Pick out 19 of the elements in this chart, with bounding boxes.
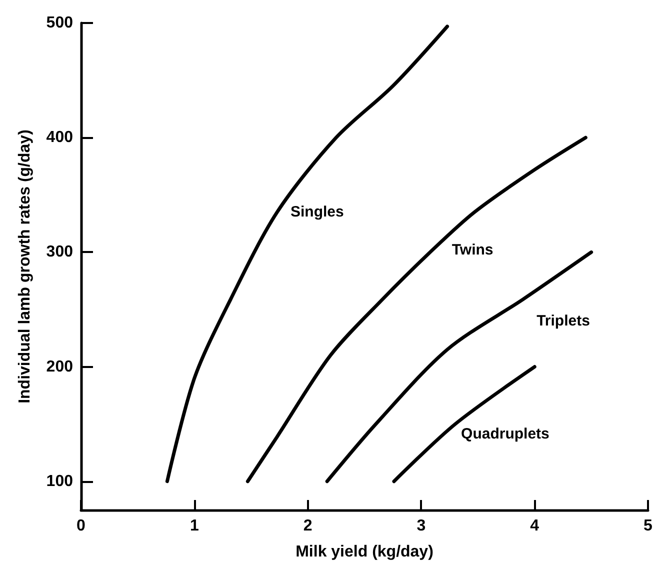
line-series [165, 24, 450, 484]
x-tick-label: 1 [190, 518, 199, 534]
x-tick-label: 3 [416, 518, 426, 534]
x-tick-label: 5 [644, 518, 653, 534]
y-axis-title: Individual lamb growth rates (g/day) [16, 130, 34, 404]
y-tick-label: 100 [46, 472, 74, 490]
x-tick-label: 2 [303, 518, 312, 534]
y-tick-label: 300 [46, 244, 74, 261]
y-tick-label: 200 [46, 358, 74, 376]
y-tick-label: 500 [46, 14, 74, 32]
x-axis-title: Milk yield (kg/day) [296, 544, 434, 560]
series-label: Singles [290, 204, 344, 221]
y-tick-label: 400 [46, 129, 74, 146]
x-tick-label: 4 [530, 518, 540, 534]
series-label: Quadruplets [461, 426, 550, 443]
series-label: Triplets [536, 312, 590, 330]
x-tick-label: 0 [76, 518, 86, 534]
line-series [246, 136, 588, 484]
series-label: Twins [452, 241, 494, 258]
